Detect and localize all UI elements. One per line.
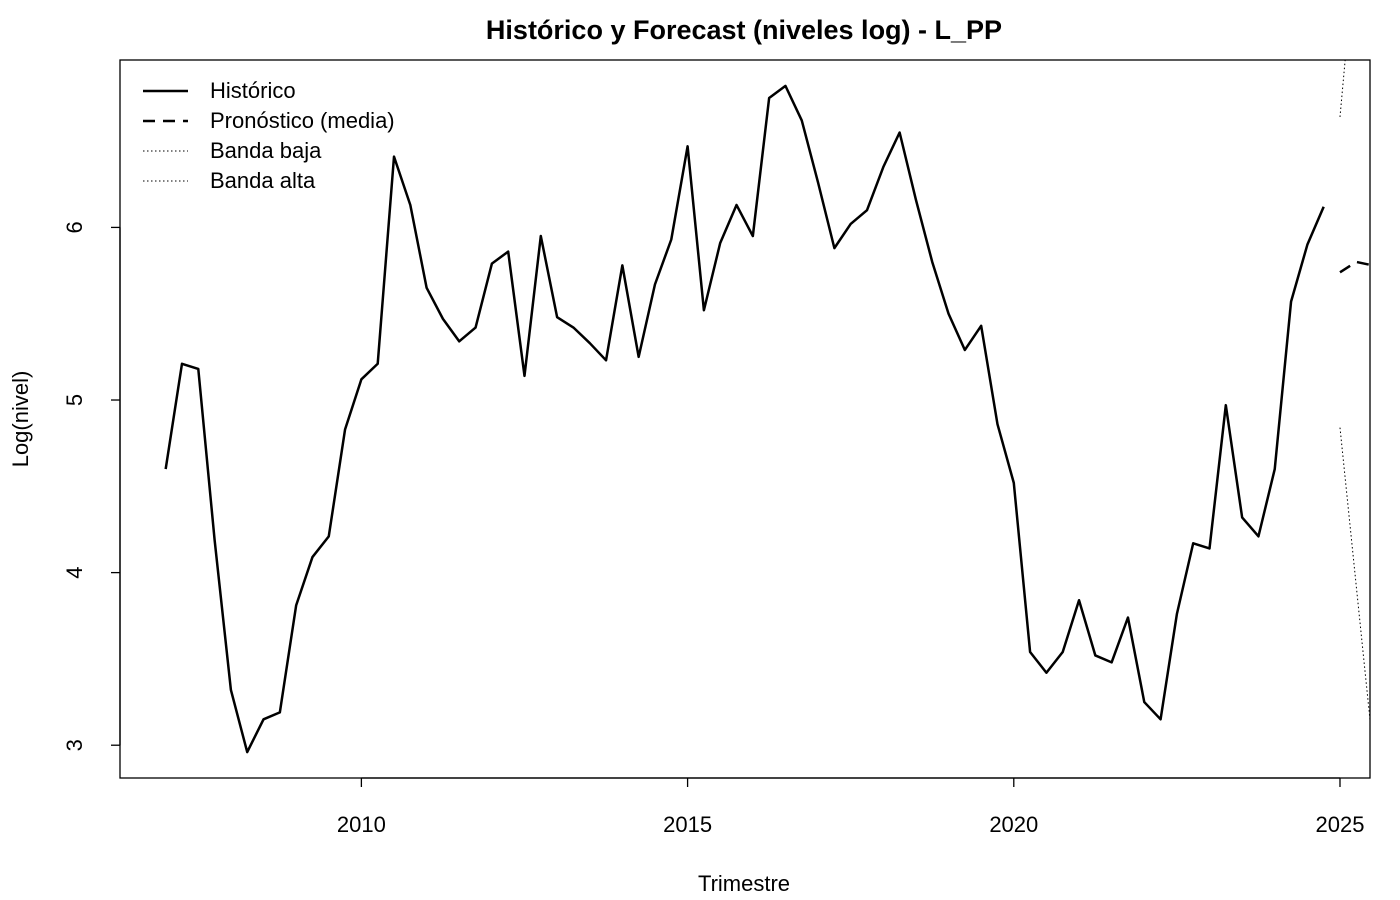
legend-label: Banda alta: [210, 168, 316, 193]
y-tick-label: 3: [62, 739, 87, 751]
x-tick-label: 2025: [1316, 812, 1365, 837]
x-tick-label: 2010: [337, 812, 386, 837]
series-line: [164, 84, 1325, 754]
y-axis-label: Log(nivel): [8, 371, 33, 468]
y-tick-label: 5: [62, 394, 87, 406]
x-tick-label: 2015: [663, 812, 712, 837]
legend-label: Histórico: [210, 78, 296, 103]
legend-label: Banda baja: [210, 138, 322, 163]
series-line: [1339, 427, 1370, 725]
plot-area: [164, 60, 1370, 754]
y-tick-label: 4: [62, 566, 87, 578]
chart-title: Histórico y Forecast (niveles log) - L_P…: [486, 15, 1002, 45]
series-line: [1339, 260, 1370, 274]
y-tick-label: 6: [62, 221, 87, 233]
x-axis-label: Trimestre: [698, 871, 790, 896]
legend-label: Pronóstico (media): [210, 108, 395, 133]
x-tick-label: 2020: [989, 812, 1038, 837]
